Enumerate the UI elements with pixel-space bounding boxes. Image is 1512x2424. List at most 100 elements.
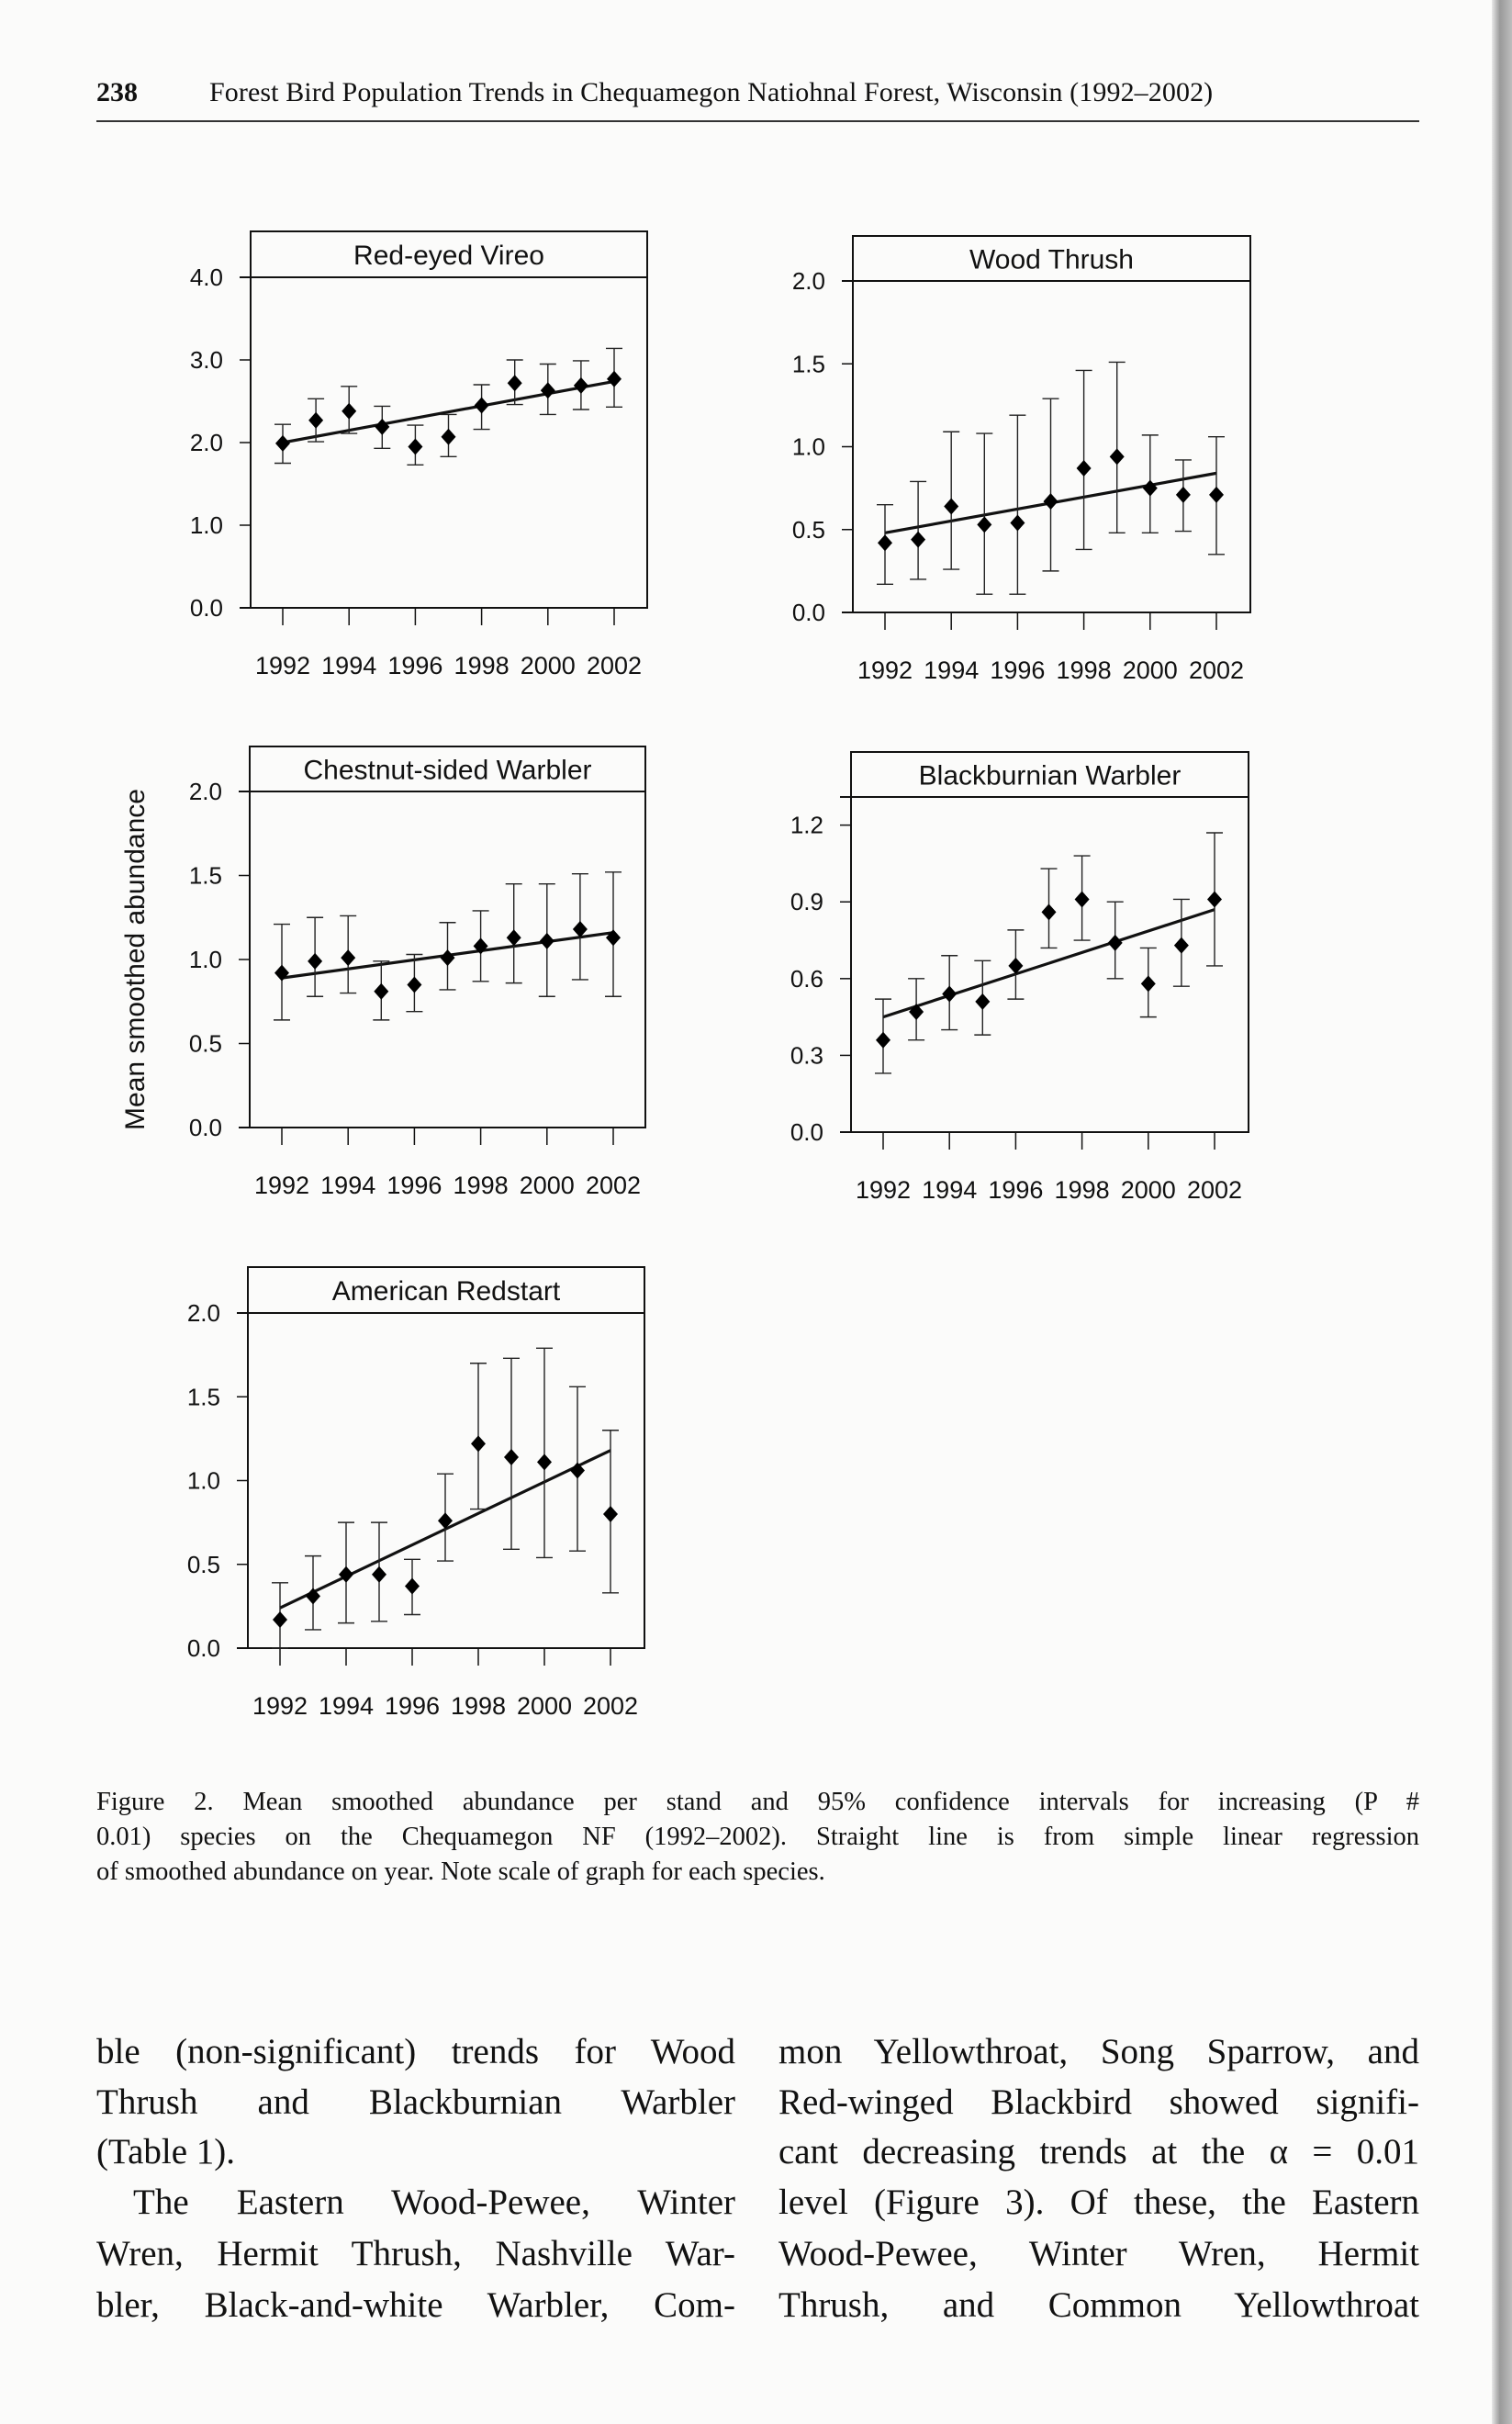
- data-point-diamond: [607, 370, 622, 387]
- page-number: 238: [96, 77, 138, 107]
- error-bar: [910, 480, 927, 580]
- chart-panel: Blackburnian Warbler 0.0 0.3 0.6 0.9 1.2 1992 1…: [790, 751, 1249, 1204]
- x-tick-label: 1992: [857, 656, 913, 684]
- data-point-diamond: [1043, 493, 1058, 511]
- running-title: Forest Bird Population Trends in Chequam…: [209, 77, 1214, 107]
- y-tick-label: 2.0: [792, 267, 825, 295]
- y-tick-label: 0.6: [790, 965, 823, 993]
- regression-line: [282, 379, 615, 444]
- data-point-diamond: [274, 964, 289, 982]
- figure-caption-line: Figure 2. Mean smoothed abundance per st…: [96, 1788, 1419, 1816]
- x-tick-label: 1998: [451, 1692, 506, 1720]
- data-point-diamond: [537, 1453, 552, 1471]
- header-rule: [96, 120, 1419, 122]
- data-point-diamond: [606, 929, 621, 947]
- error-bar: [1075, 369, 1092, 551]
- y-axis-label: Mean smoothed abundance: [120, 789, 151, 1130]
- x-tick-label: 1994: [321, 652, 376, 679]
- y-tick-label: 0.0: [187, 1634, 220, 1662]
- x-tick-label: 1996: [386, 1172, 442, 1199]
- chart-panel: Red-eyed Vireo 0.0 1.0 2.0 3.0 4.0 1992 1994 199…: [190, 230, 648, 679]
- chart-panel: American Redstart 0.0 0.5 1.0 1.5 2.0 1992 1994…: [187, 1266, 645, 1720]
- figure-caption-line: 0.01) species on the Chequamegon NF (199…: [96, 1823, 1419, 1851]
- data-point-diamond: [473, 937, 488, 955]
- error-bar: [1009, 414, 1026, 595]
- data-point-diamond: [944, 498, 959, 515]
- regression-line: [882, 908, 1215, 1019]
- data-point-diamond: [273, 1610, 287, 1628]
- data-point-diamond: [977, 516, 992, 533]
- x-tick-label: 1998: [454, 1172, 509, 1199]
- data-point-diamond: [471, 1435, 486, 1453]
- data-point-diamond: [572, 921, 588, 938]
- plot-frame: [850, 751, 1249, 1133]
- y-tick-label: 2.0: [190, 429, 223, 456]
- body-line: Wood-Pewee, Winter Wren, Hermit: [778, 2234, 1419, 2273]
- data-point-diamond: [308, 952, 323, 970]
- error-bar: [536, 1347, 553, 1559]
- chart-panel: Chestnut-sided Warbler 0.0 0.5 1.0 1.5 2.0 199…: [189, 746, 646, 1199]
- chart-title: Blackburnian Warbler: [919, 761, 1182, 791]
- data-point-diamond: [438, 1512, 453, 1530]
- body-line: ble (non-significant) trends for Wood: [96, 2032, 735, 2071]
- x-tick-label: 2002: [586, 1172, 641, 1199]
- x-tick-label: 1996: [387, 652, 442, 679]
- data-point-diamond: [603, 1506, 618, 1522]
- x-tick-label: 1994: [320, 1172, 375, 1199]
- data-point-diamond: [1074, 891, 1090, 908]
- data-point-diamond: [441, 428, 456, 445]
- x-tick-label: 1992: [255, 652, 310, 679]
- data-point-diamond: [1010, 514, 1025, 532]
- x-tick-label: 2002: [1187, 1176, 1242, 1204]
- data-point-diamond: [374, 982, 389, 1000]
- data-point-diamond: [405, 1577, 420, 1595]
- y-tick-label: 1.0: [792, 433, 825, 461]
- y-tick-label: 0.5: [189, 1030, 222, 1058]
- x-tick-label: 2002: [583, 1692, 638, 1720]
- body-line: Thrush and Blackburnian Warbler: [96, 2082, 735, 2122]
- data-point-diamond: [975, 993, 991, 1010]
- x-tick-label: 1992: [252, 1692, 308, 1720]
- body-line: cant decreasing trends at the α = 0.01: [778, 2132, 1419, 2172]
- figure-2-panels: Red-eyed Vireo 0.0 1.0 2.0 3.0 4.0 1992 1994 199…: [187, 230, 1251, 1720]
- y-tick-label: 0.9: [790, 888, 823, 915]
- body-line: Wren, Hermit Thrush, Nashville War-: [96, 2234, 735, 2273]
- y-tick-label: 4.0: [190, 264, 223, 291]
- y-tick-label: 0.0: [190, 594, 223, 622]
- data-point-diamond: [1008, 957, 1024, 974]
- data-point-diamond: [909, 1004, 924, 1021]
- chart-title: Red-eyed Vireo: [353, 241, 544, 271]
- data-point-diamond: [1076, 459, 1092, 477]
- data-point-diamond: [1107, 934, 1123, 951]
- x-tick-label: 1994: [319, 1692, 374, 1720]
- x-tick-label: 1992: [254, 1172, 309, 1199]
- x-tick-label: 1996: [385, 1692, 440, 1720]
- error-bar: [1042, 398, 1059, 572]
- data-point-diamond: [342, 402, 357, 420]
- data-point-diamond: [573, 376, 588, 394]
- data-point-diamond: [878, 534, 892, 552]
- x-tick-label: 2000: [1121, 1176, 1176, 1204]
- data-point-diamond: [1209, 486, 1224, 503]
- y-tick-label: 1.0: [187, 1467, 220, 1495]
- data-point-diamond: [506, 929, 521, 947]
- y-tick-label: 0.5: [187, 1551, 220, 1578]
- body-line: (Table 1).: [96, 2132, 236, 2172]
- data-point-diamond: [306, 1588, 320, 1605]
- x-tick-label: 1998: [1057, 656, 1112, 684]
- y-tick-label: 1.5: [187, 1383, 220, 1410]
- data-point-diamond: [341, 949, 356, 967]
- x-tick-label: 2000: [517, 1692, 572, 1720]
- body-line: bler, Black-and-white Warbler, Com-: [96, 2285, 735, 2325]
- data-point-diamond: [942, 985, 958, 1003]
- data-point-diamond: [539, 932, 554, 949]
- y-tick-label: 3.0: [190, 346, 223, 374]
- data-point-diamond: [372, 1566, 386, 1583]
- y-tick-label: 2.0: [187, 1299, 220, 1327]
- y-tick-label: 1.0: [189, 946, 222, 973]
- y-tick-label: 1.5: [792, 350, 825, 377]
- chart-title: Wood Thrush: [969, 245, 1134, 275]
- data-point-diamond: [507, 375, 522, 392]
- x-tick-label: 1998: [1055, 1176, 1110, 1204]
- data-point-diamond: [1140, 975, 1156, 993]
